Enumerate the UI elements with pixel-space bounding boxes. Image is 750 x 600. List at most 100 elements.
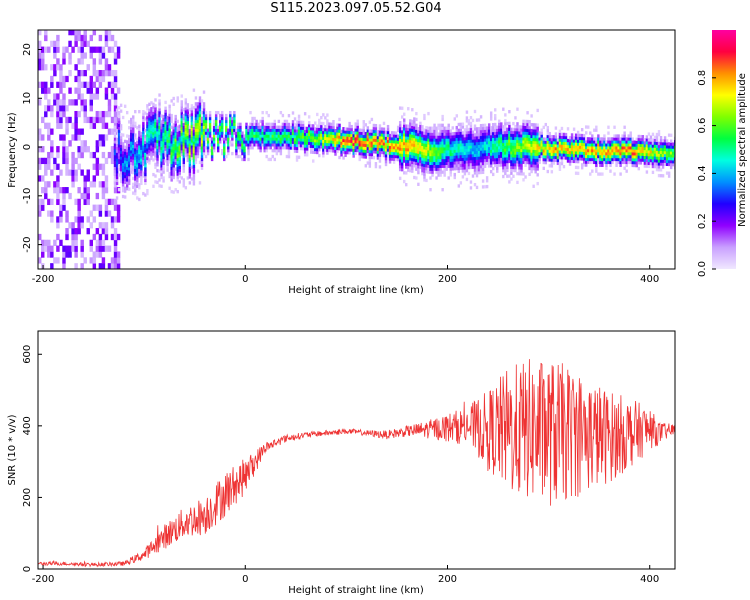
spectrogram-cell (326, 148, 329, 152)
spectrogram-cell (314, 144, 317, 149)
spectrogram-cell (269, 122, 272, 126)
spectrogram-cell (627, 143, 630, 147)
spectrogram-cell (307, 115, 311, 119)
spectrogram-cell (95, 251, 100, 258)
spectrogram-cell (576, 165, 580, 170)
spectrogram-cell (372, 141, 376, 145)
spectrogram-cell (364, 155, 368, 159)
spectrogram-cell (473, 139, 477, 143)
spectrogram-cell (101, 116, 106, 124)
spectrogram-cell (277, 131, 281, 135)
spectrogram-cell (154, 130, 157, 134)
spectrogram-cell (172, 143, 175, 147)
spectrogram-cell (429, 188, 432, 192)
spectrogram-cell (512, 133, 515, 137)
spectrogram-cell (113, 143, 117, 147)
spectrogram-cell (522, 145, 525, 150)
spectrogram-cell (346, 130, 349, 134)
spectrogram-cell (427, 149, 430, 154)
spectrogram-cell (578, 142, 582, 146)
spectrogram-cell (643, 146, 647, 151)
spectrogram-cell (671, 154, 675, 158)
spectrogram-cell (212, 143, 216, 147)
spectrogram-cell (334, 146, 337, 150)
spectrogram-cell (172, 149, 175, 153)
spectrogram-cell (152, 137, 155, 142)
spectrogram-cell (80, 128, 84, 135)
spectrogram-cell (178, 150, 181, 155)
spectrogram-cell (279, 149, 283, 153)
spectrogram-cell (267, 131, 270, 135)
spectrogram-cell (625, 163, 628, 167)
spectrogram-cell (117, 167, 121, 171)
spectrogram-cell (593, 149, 596, 153)
spectrogram-cell (554, 138, 558, 142)
spectrogram-cell (113, 245, 118, 252)
spectrogram-cell (340, 138, 343, 142)
spectrogram-cell (154, 136, 157, 140)
spectrogram-cell (394, 131, 398, 135)
spectrogram-cell (502, 130, 505, 135)
spectrogram-cell (194, 137, 198, 141)
spectrogram-cell (487, 137, 491, 142)
spectrogram-cell (380, 144, 384, 149)
spectrogram-cell (95, 75, 100, 83)
spectrogram-cell (176, 125, 179, 129)
spectrogram-cell (625, 149, 628, 153)
spectrogram-cell (170, 154, 173, 159)
spectrogram-cell (295, 132, 299, 136)
spectrogram-cell (86, 187, 90, 194)
spectrogram-cell (560, 161, 564, 166)
spectrogram-cell (411, 134, 414, 138)
spectrogram-cell (479, 164, 483, 169)
spectrogram-cell (142, 142, 145, 146)
spectrogram-cell (182, 128, 186, 132)
spectrogram-cell (158, 149, 161, 153)
spectrogram-cell (338, 155, 341, 160)
spectrogram-cell (198, 119, 202, 124)
spectrogram-cell (243, 134, 246, 138)
spectrogram-cell (477, 127, 481, 131)
spectrogram-cell (413, 134, 416, 139)
spectrogram-cell (514, 148, 517, 152)
spectrogram-cell (134, 121, 137, 126)
spectrogram-cell (504, 113, 507, 117)
spectrogram-cell (320, 142, 323, 146)
spectrogram-cell (589, 137, 592, 141)
spectrogram-cell (580, 148, 584, 152)
spectrogram-cell (409, 169, 412, 173)
spectrogram-cell (293, 149, 297, 153)
spectrogram-cell (237, 125, 240, 129)
spectrogram-cell (473, 133, 477, 137)
spectrogram-cell (520, 128, 523, 132)
spectrogram-cell (613, 151, 616, 156)
spectrogram-cell (643, 152, 647, 157)
spectrogram-cell (158, 143, 161, 147)
spectrogram-cell (613, 146, 616, 150)
spectrogram-cell (578, 154, 582, 158)
spectrogram-cell (657, 150, 661, 154)
spectrogram-cell (299, 129, 303, 133)
spectrogram-cell (423, 143, 426, 147)
spectrogram-cell (530, 143, 533, 147)
spectrogram-cell (196, 169, 200, 173)
spectrogram-cell (134, 145, 137, 149)
spectrogram-cell (92, 93, 97, 100)
spectrogram-cell (582, 148, 586, 152)
spectrogram-cell (214, 128, 218, 132)
spectrogram-cell (564, 141, 568, 146)
spectrogram-cell (156, 113, 159, 117)
spectrogram-cell (231, 116, 234, 121)
spectrogram-cell (65, 75, 69, 83)
spectrogram-cell (396, 143, 400, 147)
spectrogram-cell (170, 175, 173, 179)
spectrogram-cell (382, 130, 386, 134)
spectrogram-cell (538, 140, 541, 144)
spectrogram-cell (77, 128, 81, 135)
spectrogram-cell (324, 139, 327, 143)
spectrogram-cell (291, 111, 295, 115)
spectrogram-cell (176, 169, 179, 173)
spectrogram-cell (568, 156, 572, 160)
spectrogram-cell (465, 163, 469, 167)
spectrogram-cell (334, 131, 337, 136)
